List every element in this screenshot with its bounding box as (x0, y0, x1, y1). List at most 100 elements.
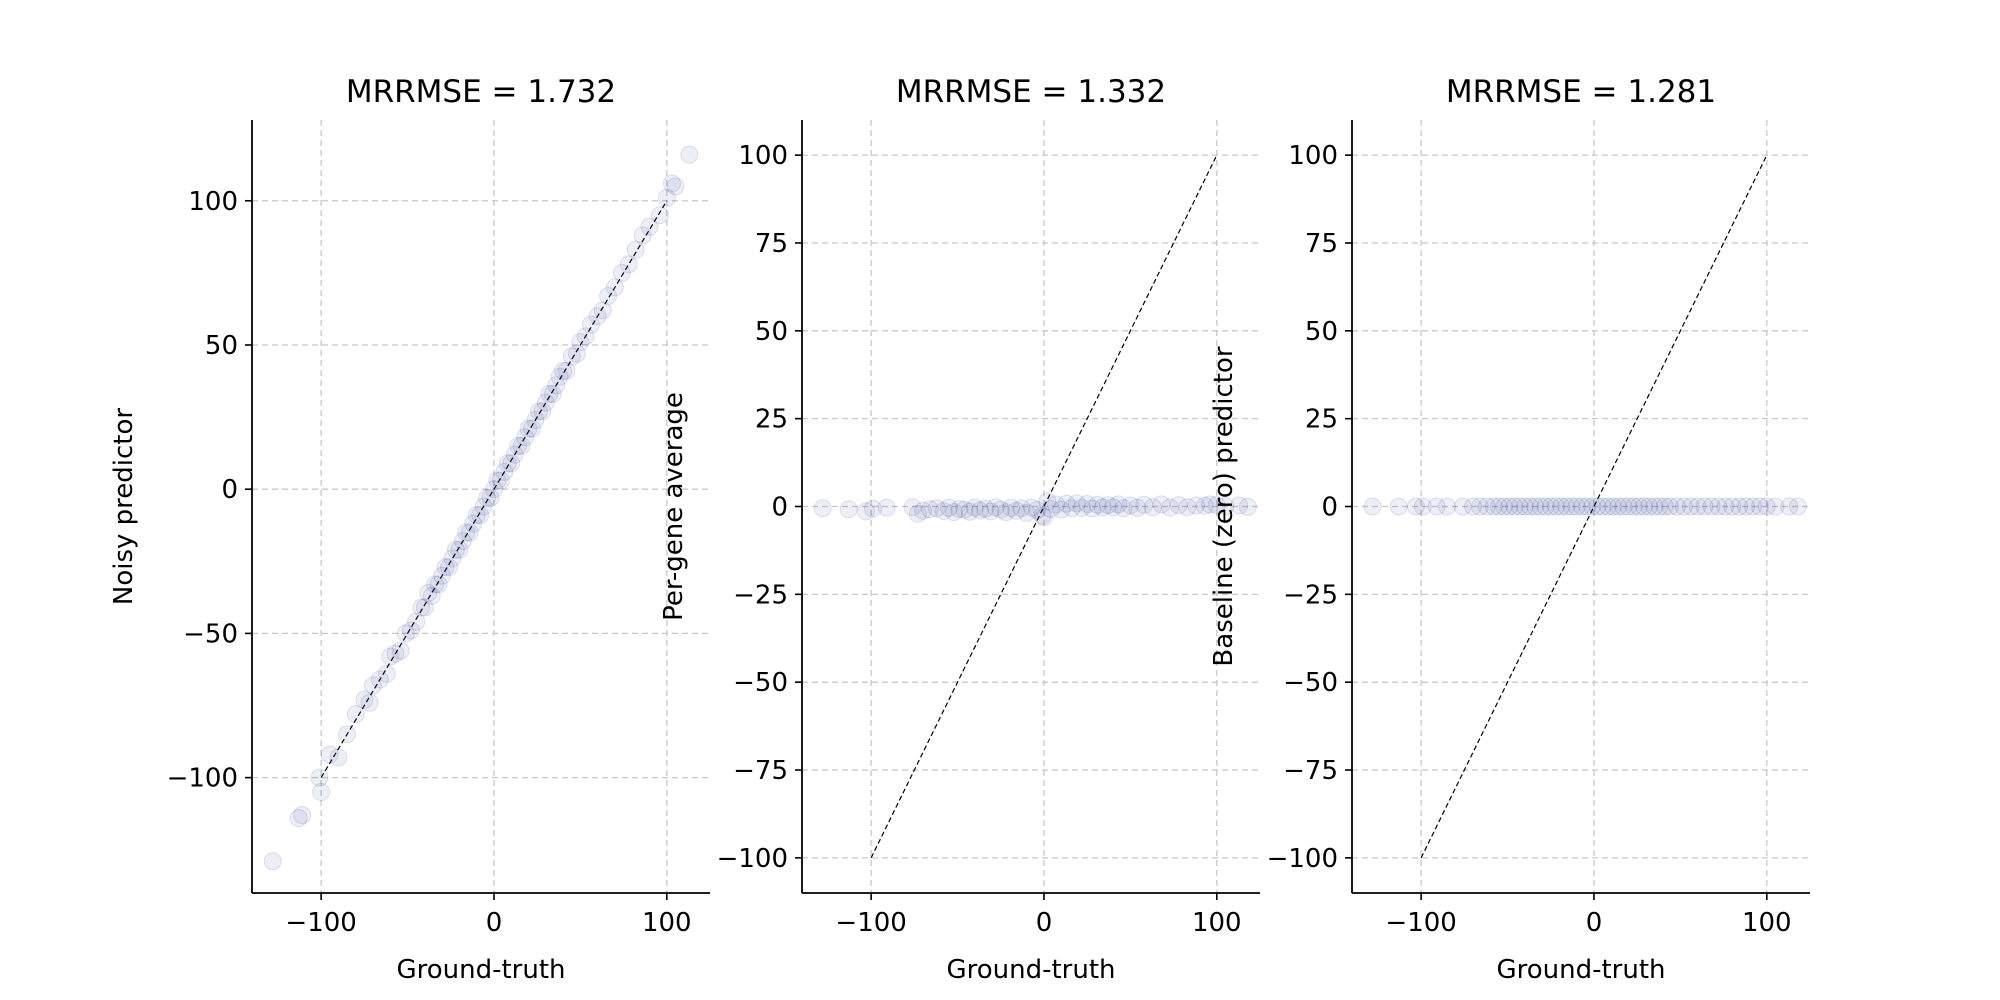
data-point (986, 498, 1005, 517)
data-point (1463, 497, 1482, 516)
data-point (1661, 497, 1680, 516)
data-point (1510, 497, 1529, 516)
data-point (1695, 497, 1714, 516)
data-point (1484, 497, 1503, 516)
data-point (536, 393, 555, 412)
data-point (1438, 497, 1457, 516)
data-point (680, 145, 699, 164)
data-point (1230, 496, 1249, 515)
data-point (1052, 500, 1071, 519)
identity-line (320, 200, 668, 778)
data-point (436, 558, 455, 577)
data-point (856, 502, 875, 521)
data-point (554, 361, 573, 380)
data-point (913, 501, 932, 520)
data-point (1093, 498, 1112, 517)
data-point (346, 705, 365, 724)
data-point (1546, 497, 1565, 516)
data-point (588, 307, 607, 326)
data-point (1363, 497, 1382, 516)
y-axis-label: Per-gene average (659, 392, 689, 621)
data-point (1702, 497, 1721, 516)
data-point (1083, 499, 1102, 518)
data-point (612, 263, 631, 282)
y-tick-label: −100 (1267, 844, 1338, 874)
data-point (1609, 497, 1628, 516)
identity-line (1420, 154, 1768, 859)
data-point (1216, 497, 1235, 516)
x-axis-label: Ground-truth (946, 955, 1115, 985)
data-point (599, 286, 618, 305)
data-point (934, 502, 953, 521)
y-axis-label: Noisy predictor (109, 408, 139, 606)
data-point (1109, 495, 1128, 514)
y-tick-label: 75 (755, 229, 788, 259)
scatter-points (263, 145, 699, 871)
data-point (562, 347, 581, 366)
x-tick-label: 100 (1192, 908, 1242, 938)
data-point (1583, 497, 1602, 516)
data-point (488, 471, 507, 490)
data-point (457, 523, 476, 542)
y-tick-label: −100 (717, 844, 788, 874)
data-point (1002, 498, 1021, 517)
data-point (950, 499, 969, 518)
data-point (429, 575, 448, 594)
data-point (474, 497, 493, 516)
data-point (1619, 497, 1638, 516)
y-tick-label: −25 (1283, 580, 1338, 610)
data-point (1681, 497, 1700, 516)
data-point (1022, 498, 1041, 517)
data-point (650, 206, 669, 225)
y-tick-label: 25 (1305, 405, 1338, 435)
data-point (939, 498, 958, 517)
data-point (1526, 497, 1545, 516)
x-tick-label: 0 (1586, 908, 1603, 938)
data-point (991, 500, 1010, 519)
data-point (1723, 497, 1742, 516)
data-point (1047, 495, 1066, 514)
data-point (965, 498, 984, 517)
x-tick-label: 0 (486, 908, 503, 938)
data-point (481, 488, 500, 507)
data-point (619, 255, 638, 274)
data-point (1505, 497, 1524, 516)
data-point (1088, 495, 1107, 514)
data-point (516, 428, 535, 447)
subplot-1: −100 0 100 −100 −50 0 50 100 MRRMSE = 1.732 Groun… (109, 74, 710, 985)
data-point (464, 514, 483, 533)
y-tick-label: 75 (1305, 229, 1338, 259)
data-point (1072, 498, 1091, 517)
data-point (593, 301, 612, 320)
data-point (419, 584, 438, 603)
scatter-points (1363, 497, 1807, 516)
data-point (955, 500, 974, 519)
x-tick-label: 100 (1742, 908, 1792, 938)
data-point (567, 344, 586, 363)
data-point (657, 188, 676, 207)
data-point (329, 748, 348, 767)
data-point (576, 327, 595, 346)
y-tick-label: 0 (771, 493, 788, 523)
y-tick-label: 25 (755, 405, 788, 435)
data-point (1078, 495, 1097, 514)
data-point (415, 598, 434, 617)
data-point (1541, 497, 1560, 516)
data-point (1389, 497, 1408, 516)
data-point (1737, 497, 1756, 516)
data-point (1709, 497, 1728, 516)
data-point (903, 498, 922, 517)
subplot-2: −100 0 100 −100 −75 −50 −25 0 25 50 75 100 MRRMSE = … (659, 74, 1260, 985)
data-point (402, 621, 421, 640)
y-tick-label: 100 (1288, 141, 1338, 171)
y-tick-label: 100 (738, 141, 788, 171)
data-point (1489, 497, 1508, 516)
y-tick-label: −25 (733, 580, 788, 610)
data-point (1041, 499, 1060, 518)
data-point (1200, 495, 1219, 514)
data-point (1017, 503, 1036, 522)
data-point (1640, 497, 1659, 516)
data-point (412, 598, 431, 617)
data-point (310, 768, 329, 787)
data-point (467, 506, 486, 525)
